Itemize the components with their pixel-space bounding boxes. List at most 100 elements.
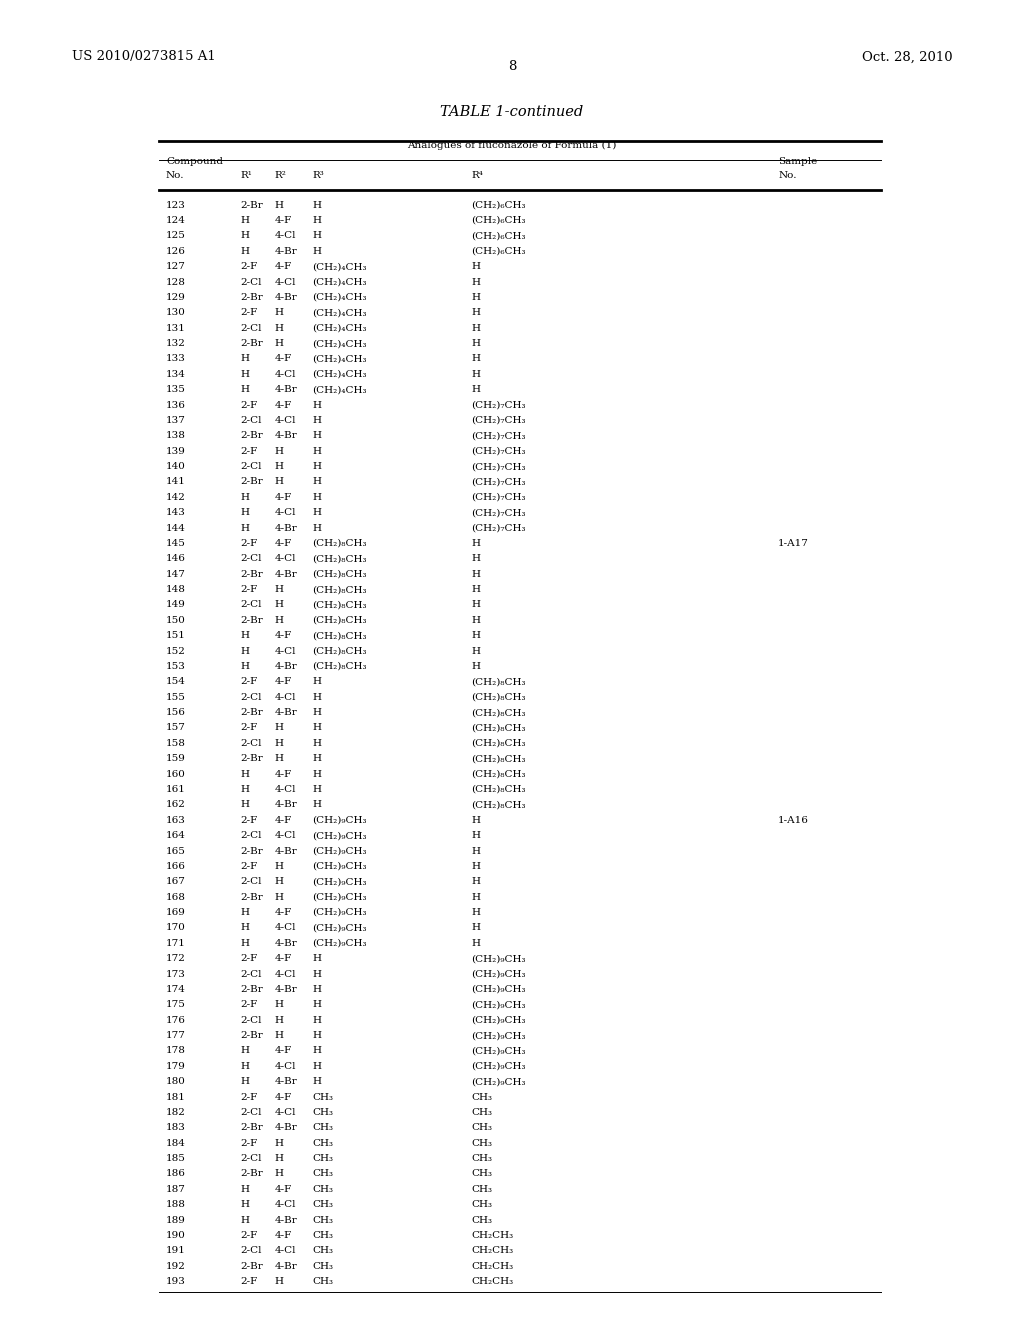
- Text: (CH₂)₉CH₃: (CH₂)₉CH₃: [312, 924, 367, 932]
- Text: (CH₂)₈CH₃: (CH₂)₈CH₃: [312, 554, 367, 564]
- Text: 2-Br: 2-Br: [241, 1170, 263, 1179]
- Text: H: H: [312, 677, 322, 686]
- Text: CH₃: CH₃: [312, 1139, 334, 1147]
- Text: H: H: [471, 323, 480, 333]
- Text: (CH₂)₄CH₃: (CH₂)₄CH₃: [312, 370, 367, 379]
- Text: H: H: [241, 370, 250, 379]
- Text: (CH₂)₉CH₃: (CH₂)₉CH₃: [471, 969, 525, 978]
- Text: H: H: [274, 1139, 284, 1147]
- Text: H: H: [274, 1031, 284, 1040]
- Text: H: H: [471, 846, 480, 855]
- Text: 4-Cl: 4-Cl: [274, 832, 296, 840]
- Text: 2-Cl: 2-Cl: [241, 323, 262, 333]
- Text: H: H: [241, 1216, 250, 1225]
- Text: CH₃: CH₃: [471, 1170, 493, 1179]
- Text: H: H: [471, 924, 480, 932]
- Text: 178: 178: [166, 1047, 185, 1056]
- Text: 4-Br: 4-Br: [274, 1216, 297, 1225]
- Text: H: H: [471, 277, 480, 286]
- Text: H: H: [471, 663, 480, 671]
- Text: 4-Cl: 4-Cl: [274, 1061, 296, 1071]
- Text: H: H: [471, 570, 480, 578]
- Text: 4-Br: 4-Br: [274, 247, 297, 256]
- Text: (CH₂)₈CH₃: (CH₂)₈CH₃: [312, 631, 367, 640]
- Text: CH₃: CH₃: [312, 1232, 334, 1239]
- Text: H: H: [312, 785, 322, 795]
- Text: H: H: [471, 939, 480, 948]
- Text: 4-F: 4-F: [274, 492, 292, 502]
- Text: H: H: [241, 508, 250, 517]
- Text: H: H: [312, 969, 322, 978]
- Text: 4-Br: 4-Br: [274, 1123, 297, 1133]
- Text: H: H: [312, 1031, 322, 1040]
- Text: 144: 144: [166, 524, 185, 532]
- Text: Analogues of fluconazole of Formula (1): Analogues of fluconazole of Formula (1): [408, 141, 616, 150]
- Text: 145: 145: [166, 539, 185, 548]
- Text: 4-Cl: 4-Cl: [274, 370, 296, 379]
- Text: CH₃: CH₃: [312, 1278, 334, 1286]
- Text: (CH₂)₆CH₃: (CH₂)₆CH₃: [471, 247, 525, 256]
- Text: H: H: [312, 416, 322, 425]
- Text: 161: 161: [166, 785, 185, 795]
- Text: H: H: [312, 231, 322, 240]
- Text: 157: 157: [166, 723, 185, 733]
- Text: 168: 168: [166, 892, 185, 902]
- Text: 192: 192: [166, 1262, 185, 1271]
- Text: 151: 151: [166, 631, 185, 640]
- Text: 180: 180: [166, 1077, 185, 1086]
- Text: (CH₂)₉CH₃: (CH₂)₉CH₃: [471, 1047, 525, 1056]
- Text: US 2010/0273815 A1: US 2010/0273815 A1: [72, 50, 215, 63]
- Text: (CH₂)₇CH₃: (CH₂)₇CH₃: [471, 508, 525, 517]
- Text: R²: R²: [274, 170, 287, 180]
- Text: H: H: [241, 1061, 250, 1071]
- Text: 2-Cl: 2-Cl: [241, 277, 262, 286]
- Text: 2-Br: 2-Br: [241, 293, 263, 302]
- Text: 2-Br: 2-Br: [241, 846, 263, 855]
- Text: 152: 152: [166, 647, 185, 656]
- Text: (CH₂)₄CH₃: (CH₂)₄CH₃: [312, 293, 367, 302]
- Text: H: H: [471, 816, 480, 825]
- Text: 2-Br: 2-Br: [241, 339, 263, 348]
- Text: CH₃: CH₃: [471, 1093, 493, 1102]
- Text: 4-F: 4-F: [274, 677, 292, 686]
- Text: 4-F: 4-F: [274, 539, 292, 548]
- Text: H: H: [312, 1015, 322, 1024]
- Text: 4-F: 4-F: [274, 1093, 292, 1102]
- Text: 4-F: 4-F: [274, 1232, 292, 1239]
- Text: H: H: [471, 263, 480, 271]
- Text: (CH₂)₉CH₃: (CH₂)₉CH₃: [312, 846, 367, 855]
- Text: 160: 160: [166, 770, 185, 779]
- Text: 4-F: 4-F: [274, 216, 292, 224]
- Text: 147: 147: [166, 570, 185, 578]
- Text: 142: 142: [166, 492, 185, 502]
- Text: (CH₂)₉CH₃: (CH₂)₉CH₃: [471, 985, 525, 994]
- Text: H: H: [241, 216, 250, 224]
- Text: (CH₂)₉CH₃: (CH₂)₉CH₃: [471, 1077, 525, 1086]
- Text: (CH₂)₉CH₃: (CH₂)₉CH₃: [312, 862, 367, 871]
- Text: R³: R³: [312, 170, 324, 180]
- Text: H: H: [312, 708, 322, 717]
- Text: (CH₂)₇CH₃: (CH₂)₇CH₃: [471, 416, 525, 425]
- Text: H: H: [241, 924, 250, 932]
- Text: 173: 173: [166, 969, 185, 978]
- Text: H: H: [274, 601, 284, 610]
- Text: 4-Br: 4-Br: [274, 293, 297, 302]
- Text: 2-F: 2-F: [241, 585, 258, 594]
- Text: 158: 158: [166, 739, 185, 748]
- Text: 166: 166: [166, 862, 185, 871]
- Text: H: H: [471, 601, 480, 610]
- Text: 4-Br: 4-Br: [274, 524, 297, 532]
- Text: 4-Br: 4-Br: [274, 432, 297, 441]
- Text: H: H: [241, 247, 250, 256]
- Text: 2-Br: 2-Br: [241, 1262, 263, 1271]
- Text: H: H: [241, 631, 250, 640]
- Text: 140: 140: [166, 462, 185, 471]
- Text: CH₃: CH₃: [312, 1123, 334, 1133]
- Text: 2-F: 2-F: [241, 723, 258, 733]
- Text: H: H: [312, 400, 322, 409]
- Text: CH₃: CH₃: [312, 1154, 334, 1163]
- Text: H: H: [274, 339, 284, 348]
- Text: 141: 141: [166, 478, 185, 487]
- Text: (CH₂)₈CH₃: (CH₂)₈CH₃: [312, 616, 367, 624]
- Text: 4-Cl: 4-Cl: [274, 1107, 296, 1117]
